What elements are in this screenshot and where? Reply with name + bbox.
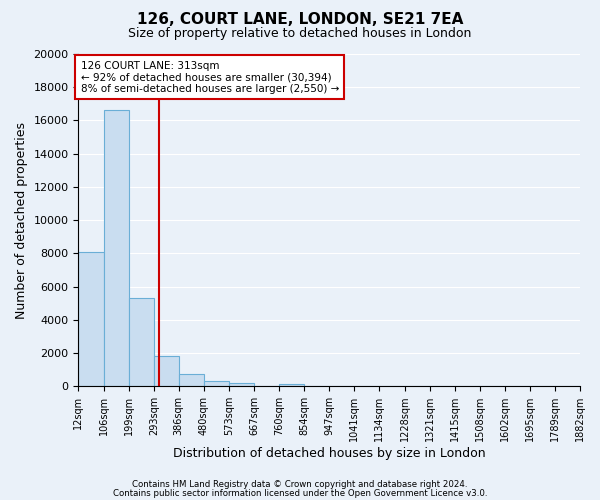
Text: 126 COURT LANE: 313sqm
← 92% of detached houses are smaller (30,394)
8% of semi-: 126 COURT LANE: 313sqm ← 92% of detached… <box>80 60 339 94</box>
X-axis label: Distribution of detached houses by size in London: Distribution of detached houses by size … <box>173 447 485 460</box>
Text: Size of property relative to detached houses in London: Size of property relative to detached ho… <box>128 28 472 40</box>
Bar <box>179 374 204 386</box>
Y-axis label: Number of detached properties: Number of detached properties <box>15 122 28 318</box>
Bar <box>128 298 154 386</box>
Bar <box>79 252 104 386</box>
Text: Contains HM Land Registry data © Crown copyright and database right 2024.: Contains HM Land Registry data © Crown c… <box>132 480 468 489</box>
Bar <box>204 381 229 386</box>
Bar <box>279 384 304 386</box>
Bar <box>154 356 179 386</box>
Text: Contains public sector information licensed under the Open Government Licence v3: Contains public sector information licen… <box>113 488 487 498</box>
Text: 126, COURT LANE, LONDON, SE21 7EA: 126, COURT LANE, LONDON, SE21 7EA <box>137 12 463 28</box>
Bar <box>104 110 128 386</box>
Bar <box>229 383 254 386</box>
